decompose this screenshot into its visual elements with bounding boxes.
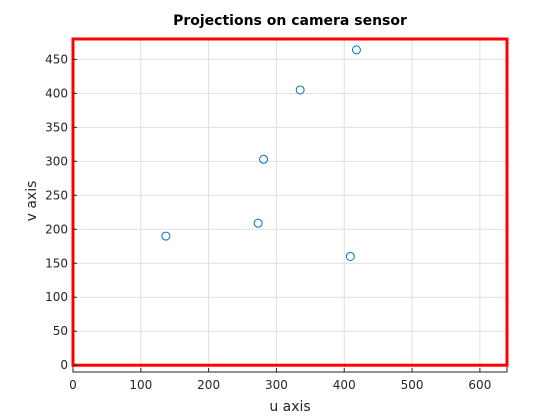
x-tick-label: 500 <box>401 378 424 392</box>
x-tick-label: 200 <box>197 378 220 392</box>
scatter-point <box>161 231 171 241</box>
y-tick-label: 250 <box>45 188 68 202</box>
x-tick-label: 300 <box>265 378 288 392</box>
y-tick-label: 200 <box>45 222 68 236</box>
y-tick-label: 450 <box>45 52 68 66</box>
scatter-point <box>345 251 355 261</box>
y-tick-label: 300 <box>45 154 68 168</box>
scatter-point <box>259 154 269 164</box>
x-tick-label: 0 <box>69 378 77 392</box>
x-tick-label: 100 <box>129 378 152 392</box>
scatter-point <box>351 45 361 55</box>
y-tick-label: 50 <box>53 324 68 338</box>
y-tick-label: 0 <box>60 358 68 372</box>
x-tick-label: 400 <box>333 378 356 392</box>
grid <box>72 39 507 372</box>
x-tick-label: 600 <box>468 378 491 392</box>
y-tick-label: 150 <box>45 256 68 270</box>
chart-title: Projections on camera sensor <box>173 13 407 29</box>
scatter-point <box>295 85 305 95</box>
y-axis-label: v axis <box>24 181 40 222</box>
scatter-points <box>161 45 361 261</box>
axes-frame <box>72 38 508 373</box>
x-axis-label: u axis <box>269 399 310 415</box>
y-tick-label: 400 <box>45 86 68 100</box>
y-tick-label: 350 <box>45 120 68 134</box>
x-tick-labels: 0 100 200 300 400 500 600 <box>69 368 491 392</box>
scatter-point <box>253 218 263 228</box>
y-tick-label: 100 <box>45 290 68 304</box>
sensor-rectangle <box>71 37 509 367</box>
y-tick-labels: 0 50 100 150 200 250 300 350 400 450 <box>45 52 77 372</box>
